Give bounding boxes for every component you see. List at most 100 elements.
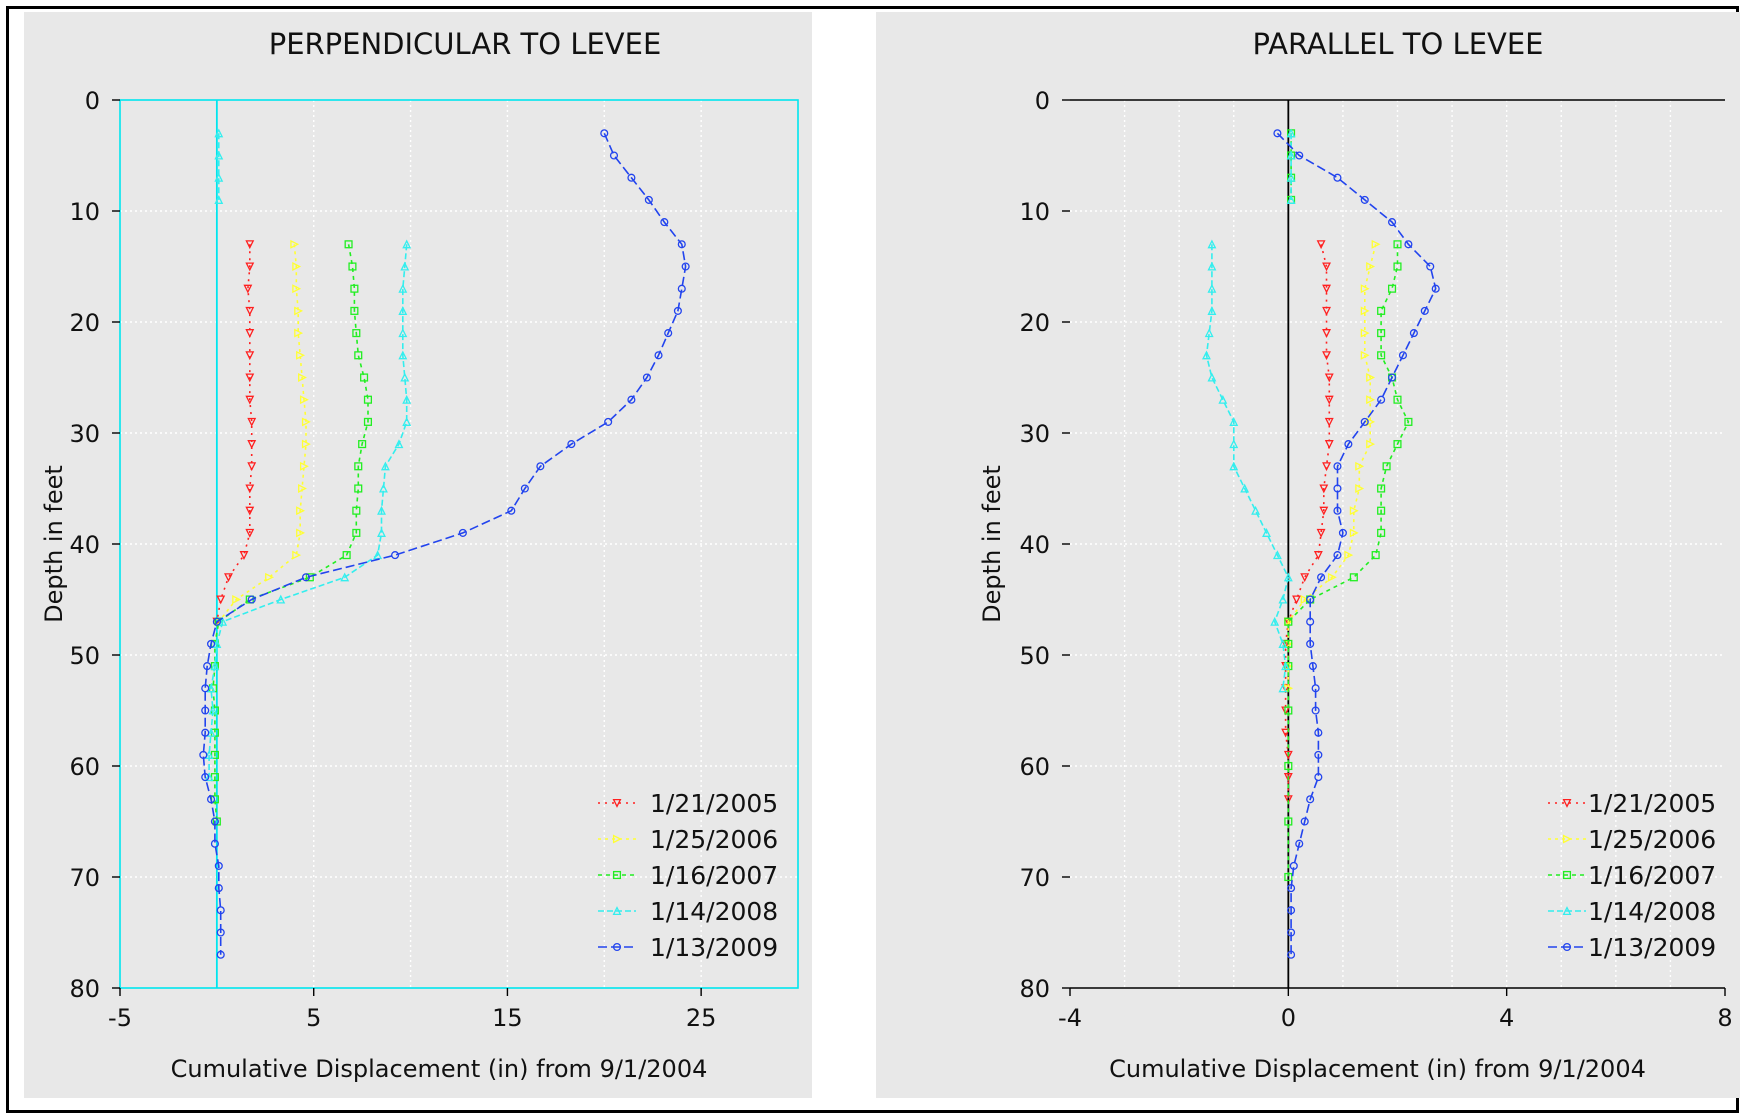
data-point bbox=[1314, 750, 1323, 759]
data-point bbox=[1284, 617, 1293, 626]
data-point bbox=[1314, 773, 1323, 782]
data-point bbox=[660, 218, 669, 227]
data-point bbox=[1333, 173, 1342, 182]
data-point bbox=[1393, 240, 1402, 249]
data-point bbox=[1292, 595, 1301, 605]
data-point bbox=[206, 683, 216, 693]
data-point bbox=[218, 616, 228, 626]
data-point bbox=[245, 262, 255, 272]
data-point bbox=[1377, 329, 1386, 338]
data-point bbox=[600, 129, 609, 138]
data-point bbox=[1377, 528, 1386, 537]
data-point bbox=[1287, 884, 1296, 893]
data-point bbox=[609, 151, 619, 160]
data-point bbox=[247, 595, 256, 604]
x-tick-label: 25 bbox=[686, 1004, 717, 1032]
data-point bbox=[1218, 394, 1228, 404]
data-point bbox=[1387, 284, 1397, 293]
y-tick-label: 60 bbox=[69, 753, 100, 781]
data-point bbox=[204, 750, 214, 759]
legend-swatch-marker bbox=[1562, 834, 1572, 844]
y-tick-label: 70 bbox=[1019, 864, 1050, 892]
data-point bbox=[305, 573, 314, 582]
data-point bbox=[1360, 417, 1369, 426]
data-point bbox=[1366, 417, 1376, 427]
data-point bbox=[201, 773, 210, 782]
data-point bbox=[214, 195, 224, 204]
y-tick-label: 20 bbox=[1019, 309, 1050, 337]
data-point bbox=[373, 550, 383, 560]
data-point bbox=[1270, 616, 1280, 626]
data-point bbox=[199, 750, 208, 759]
data-point bbox=[1284, 761, 1293, 771]
data-point bbox=[677, 240, 686, 249]
data-point bbox=[536, 462, 545, 471]
y-tick-label: 70 bbox=[69, 864, 100, 892]
data-point bbox=[1355, 484, 1365, 493]
data-point bbox=[1278, 683, 1288, 693]
legend-label: 1/25/2006 bbox=[650, 825, 778, 854]
data-point bbox=[201, 684, 210, 693]
panel-background bbox=[876, 12, 1740, 1098]
data-point bbox=[1278, 639, 1288, 648]
data-point bbox=[458, 528, 467, 537]
data-point bbox=[1322, 306, 1331, 316]
data-point bbox=[354, 484, 363, 493]
data-point bbox=[292, 262, 302, 271]
data-point bbox=[350, 306, 359, 315]
data-point bbox=[247, 440, 257, 449]
data-point bbox=[1377, 506, 1386, 515]
data-point bbox=[400, 261, 410, 271]
data-point bbox=[400, 372, 410, 382]
chart-perpendicular: 0 10 20 30 40 50 60 70 80 -5 5 15 25 PERPENDICULAR TO… bbox=[24, 12, 812, 1098]
data-point bbox=[245, 373, 255, 383]
data-point bbox=[245, 484, 255, 494]
data-point bbox=[1311, 706, 1320, 715]
data-point bbox=[1393, 395, 1402, 404]
legend-entry: 1/25/2006 bbox=[1548, 825, 1716, 854]
data-point bbox=[1333, 484, 1342, 493]
legend-label: 1/16/2007 bbox=[650, 861, 778, 890]
data-point bbox=[1360, 306, 1370, 316]
data-point bbox=[1306, 617, 1315, 626]
data-point bbox=[348, 262, 357, 271]
data-point bbox=[247, 417, 257, 427]
data-point bbox=[677, 284, 686, 293]
data-point bbox=[507, 506, 516, 515]
data-point bbox=[214, 884, 223, 893]
data-point bbox=[1324, 373, 1334, 383]
y-tick-label: 40 bbox=[69, 531, 100, 559]
data-point bbox=[245, 528, 255, 538]
data-point bbox=[1272, 550, 1282, 560]
series-1 bbox=[214, 239, 311, 627]
data-point bbox=[1431, 284, 1440, 293]
data-point bbox=[206, 639, 216, 648]
data-point bbox=[204, 772, 214, 782]
data-point bbox=[1286, 128, 1296, 138]
data-point bbox=[214, 128, 224, 138]
data-point bbox=[1382, 462, 1391, 471]
data-point bbox=[210, 817, 219, 826]
series-line bbox=[208, 244, 408, 778]
chart-title: PERPENDICULAR TO LEVEE bbox=[269, 27, 662, 61]
data-point bbox=[1207, 283, 1217, 293]
legend-swatch-marker bbox=[612, 834, 622, 844]
data-point bbox=[298, 484, 307, 493]
data-point bbox=[1333, 551, 1342, 560]
data-point bbox=[1322, 351, 1331, 361]
data-point bbox=[363, 417, 373, 426]
data-point bbox=[642, 373, 651, 382]
data-point bbox=[1283, 572, 1293, 582]
data-point bbox=[216, 950, 225, 959]
data-point bbox=[1324, 417, 1334, 427]
legend-swatch-marker bbox=[612, 798, 622, 808]
legend-swatch-marker bbox=[612, 870, 622, 880]
data-point bbox=[1322, 284, 1331, 294]
data-point bbox=[1420, 306, 1429, 315]
x-tick-label: 8 bbox=[1717, 1004, 1732, 1032]
data-point bbox=[673, 306, 682, 315]
data-point bbox=[1316, 240, 1326, 250]
data-point bbox=[247, 462, 257, 472]
data-point bbox=[344, 240, 353, 249]
chart-parallel: 0 10 20 30 40 50 60 70 80 -4 0 4 8 PARALLEL TO LEVEE C… bbox=[876, 12, 1740, 1098]
